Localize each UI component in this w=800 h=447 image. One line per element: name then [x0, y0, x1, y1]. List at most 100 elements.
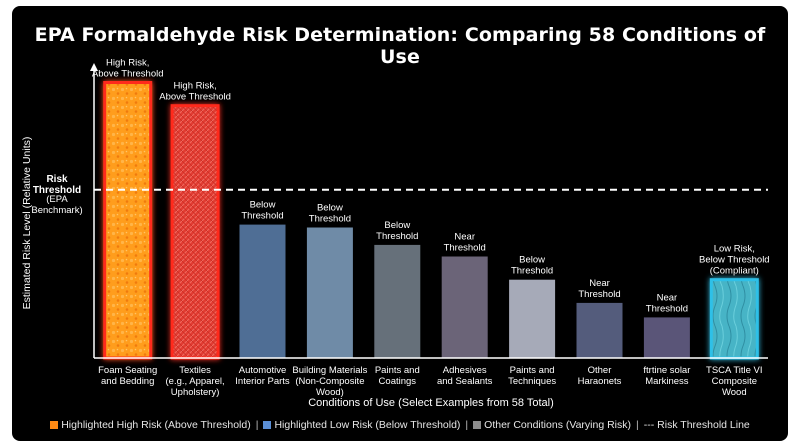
bar-data-label-3-line: Threshold — [241, 211, 283, 222]
chart-title: EPA Formaldehyde Risk Determination: Com… — [34, 24, 766, 68]
x-tick-label-7-line: Paints and — [510, 365, 555, 376]
bar-data-label-6: Near Threshold — [444, 232, 486, 254]
x-tick-label-5-line: Paints and — [375, 365, 420, 376]
x-tick-label-5-line: Coatings — [379, 376, 417, 387]
x-tick-label-8: Other Haraonets — [578, 365, 622, 387]
legend: Highlighted High Risk (Above Threshold) |… — [12, 419, 788, 431]
threshold-label-line: Risk — [46, 174, 68, 185]
bar-data-label-7-line: Threshold — [511, 266, 553, 277]
chart-panel: EPA Formaldehyde Risk Determination: Com… — [12, 6, 788, 441]
x-tick-label-10: TSCA Title VI Composite Wood — [706, 365, 763, 398]
bar-data-label-8-line: Near — [589, 278, 610, 289]
x-tick-label-9: ftrtine solar Markiness — [643, 365, 690, 387]
threshold-sublabel: (EPA Benchmark) — [31, 194, 82, 216]
legend-item-label-3: Other Conditions (Varying Risk) — [484, 419, 632, 431]
bar-data-label-3: Below Threshold — [241, 200, 283, 222]
legend-separator: | — [636, 419, 639, 431]
legend-swatch-2 — [263, 421, 272, 429]
legend-separator: | — [255, 419, 259, 431]
bar-data-label-9-line: Near — [657, 292, 678, 303]
x-tick-label-10-line: TSCA Title VI — [706, 365, 763, 376]
bar-data-label-8: Near Threshold — [578, 278, 620, 300]
bar-5 — [374, 244, 421, 358]
x-tick-label-4: Building Materials (Non-Composite Wood) — [292, 365, 367, 398]
bar-data-label-10-line: Low Risk, — [714, 244, 755, 255]
bar-data-label-1-line: Above Threshold — [92, 69, 164, 80]
bar-data-label-9-line: Threshold — [646, 303, 688, 314]
x-tick-label-4-line: Building Materials — [292, 365, 367, 376]
legend-item-label-4: --- Risk Threshold Line — [643, 419, 750, 431]
x-tick-label-6: Adhesives and Sealants — [437, 365, 493, 387]
x-tick-label-4-line: (Non-Composite — [295, 376, 364, 387]
x-tick-label-3-line: Automotive — [239, 365, 287, 376]
bar-data-label-4-line: Below — [317, 203, 343, 214]
bar-data-label-4-line: Threshold — [309, 214, 351, 225]
bar-data-label-6-line: Threshold — [444, 243, 486, 254]
y-axis-arrow — [90, 63, 98, 71]
x-tick-label-1-line: Foam Seating — [98, 365, 157, 376]
x-tick-label-7-line: Techniques — [508, 376, 556, 387]
bar-2 — [170, 104, 220, 360]
bar-data-label-5-line: Below — [384, 220, 410, 231]
axes-layer: Risk Threshold(EPA Benchmark)Estimated Ris… — [21, 63, 768, 409]
x-tick-label-3: Automotive Interior Parts — [235, 365, 290, 387]
bar-data-label-5-line: Threshold — [376, 231, 418, 242]
x-tick-label-10-line: Wood — [722, 387, 747, 398]
x-tick-label-9-line: Markiness — [645, 376, 689, 387]
x-tick-label-4-line: Wood) — [316, 387, 344, 398]
bar-6 — [441, 256, 488, 358]
threshold-sublabel-line: (EPA — [46, 194, 68, 205]
bar-data-label-2: High Risk, Above Threshold — [159, 81, 231, 103]
bar-data-label-3-line: Below — [250, 200, 276, 211]
legend-item-label-2: Highlighted Low Risk (Below Threshold) — [274, 419, 461, 431]
x-tick-label-6-line: Adhesives — [443, 365, 487, 376]
legend-item-label-1: Highlighted High Risk (Above Threshold) — [61, 419, 251, 431]
bar-data-label-7-line: Below — [519, 255, 545, 266]
x-tick-label-1-line: and Bedding — [101, 376, 154, 387]
x-tick-label-10-line: Composite — [712, 376, 757, 387]
bar-10 — [709, 278, 759, 360]
bar-data-label-2-line: High Risk, — [173, 81, 216, 92]
bar-data-label-9: Near Threshold — [646, 292, 688, 314]
bar-7 — [509, 279, 556, 358]
bar-data-label-2-line: Above Threshold — [159, 92, 231, 103]
y-axis-label: Estimated Risk Level (Relative Units) — [21, 137, 33, 310]
bar-8 — [576, 302, 623, 358]
bar-4 — [306, 227, 353, 358]
bar-data-label-10-line: (Compliant) — [710, 266, 759, 277]
bar-1 — [103, 81, 153, 360]
x-tick-label-9-line: ftrtine solar — [643, 365, 690, 376]
bar-data-label-4: Below Threshold — [309, 203, 351, 225]
bar-data-label-10: Low Risk, Below Threshold (Compliant) — [699, 244, 770, 277]
bar-data-label-6-line: Near — [454, 232, 475, 243]
threshold-label-line: Threshold — [33, 185, 81, 196]
threshold-label: Risk Threshold — [33, 174, 81, 196]
legend-swatch-3 — [473, 421, 482, 429]
legend-swatch-1 — [50, 421, 59, 429]
x-tick-label-6-line: and Sealants — [437, 376, 493, 387]
legend-separator: | — [465, 419, 469, 431]
x-tick-label-2-line: Upholstery) — [171, 387, 220, 398]
bars-layer — [103, 81, 759, 360]
bar-data-label-1-line: High Risk, — [106, 58, 149, 69]
x-tick-label-2-line: Textiles — [179, 365, 211, 376]
bar-data-label-10-line: Below Threshold — [699, 255, 770, 266]
bar-3 — [239, 224, 286, 358]
x-tick-label-7: Paints and Techniques — [508, 365, 556, 387]
x-axis-label: Conditions of Use (Select Examples from … — [308, 397, 554, 409]
x-tick-label-2: Textiles (e.g., Apparel, Upholstery) — [166, 365, 225, 398]
threshold-sublabel-line: Benchmark) — [31, 205, 82, 216]
x-tick-label-3-line: Interior Parts — [235, 376, 290, 387]
x-tick-label-1: Foam Seating and Bedding — [98, 365, 157, 387]
bar-data-label-5: Below Threshold — [376, 220, 418, 242]
bar-data-label-7: Below Threshold — [511, 255, 553, 277]
x-tick-label-5: Paints and Coatings — [375, 365, 420, 387]
bar-9 — [643, 317, 690, 358]
x-tick-label-2-line: (e.g., Apparel, — [166, 376, 225, 387]
bar-data-label-1: High Risk, Above Threshold — [92, 58, 164, 80]
x-tick-label-8-line: Haraonets — [578, 376, 622, 387]
x-tick-label-8-line: Other — [588, 365, 612, 376]
bar-data-label-8-line: Threshold — [578, 289, 620, 300]
